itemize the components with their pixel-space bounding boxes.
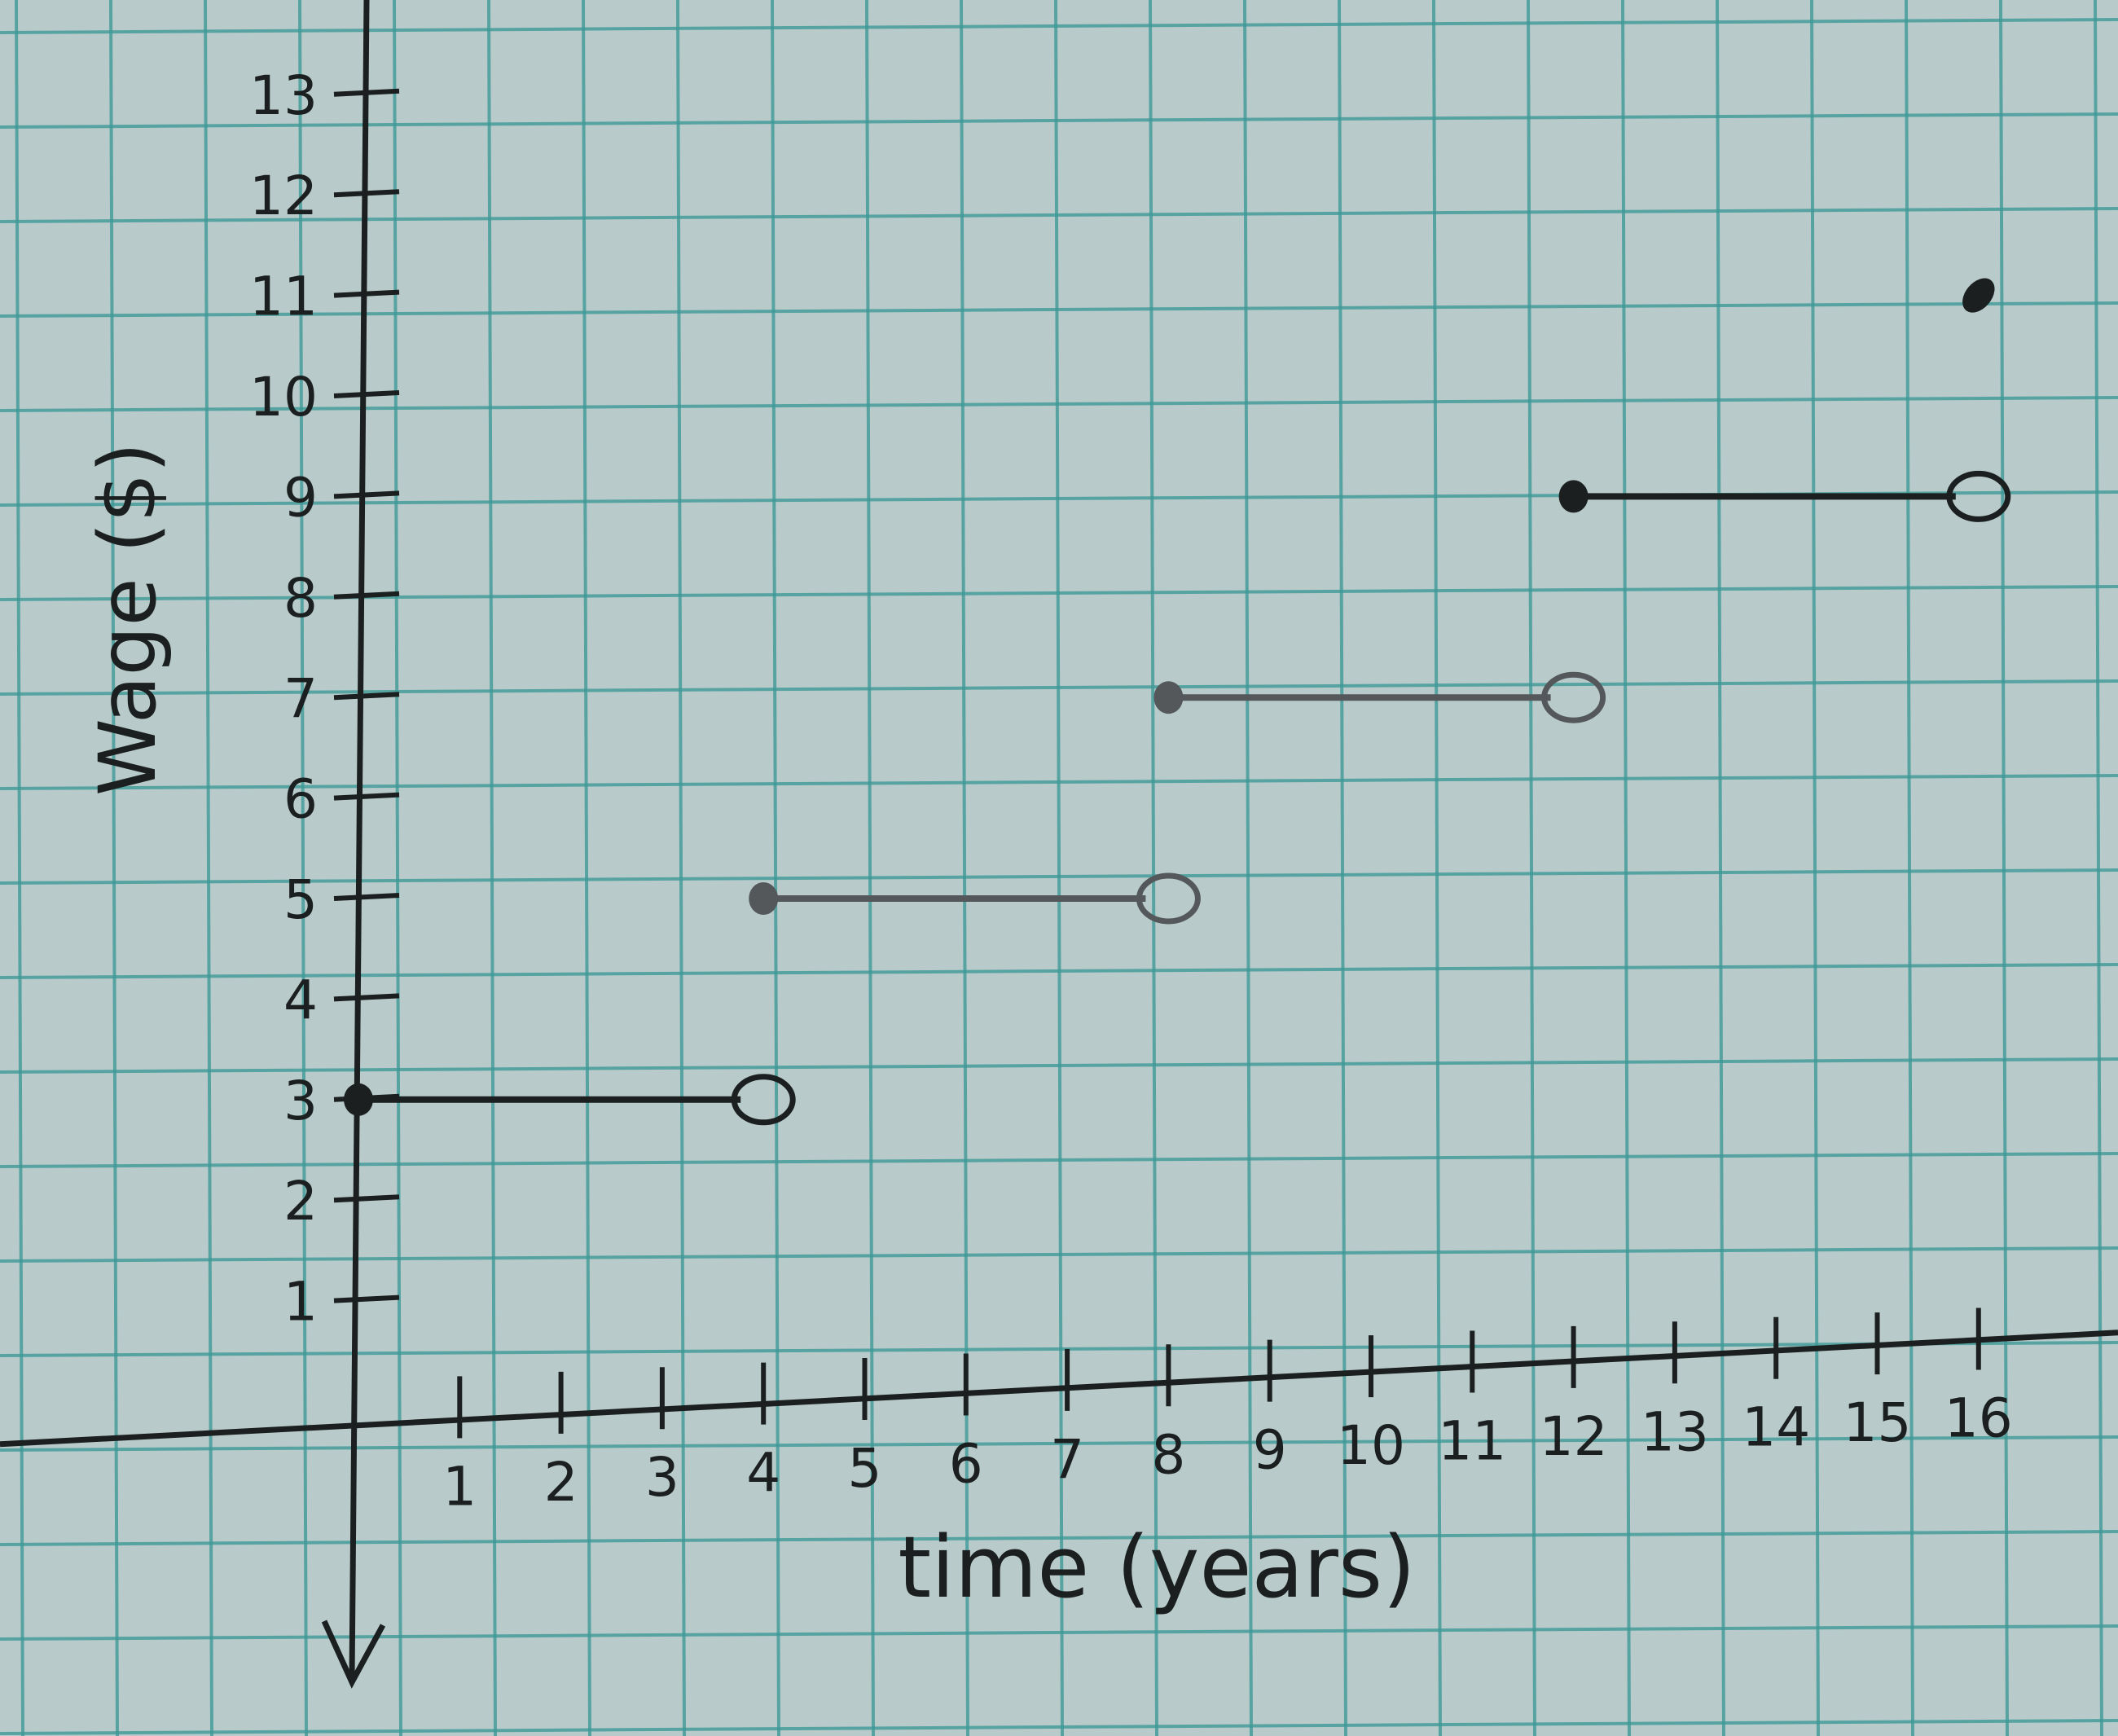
x-tick-label: 16 xyxy=(1944,1387,2013,1450)
y-tick-label: 5 xyxy=(283,868,318,931)
grid-line-vertical xyxy=(1149,0,1158,1736)
y-tick-label: 7 xyxy=(283,667,318,730)
y-tick-label: 1 xyxy=(283,1271,318,1334)
closed-endpoint xyxy=(1153,681,1184,714)
grid-line-vertical xyxy=(2094,0,2103,1736)
grid-line-horizontal xyxy=(0,207,2118,223)
x-tick-label: 15 xyxy=(1843,1391,1912,1454)
x-tick-label: 8 xyxy=(1151,1423,1185,1486)
grid-line-horizontal xyxy=(0,301,2118,318)
grid-line-vertical xyxy=(1243,0,1253,1736)
grid-line-horizontal xyxy=(0,112,2118,129)
y-tick xyxy=(333,893,400,901)
x-tick-label: 13 xyxy=(1641,1400,1709,1463)
grid-line-vertical xyxy=(1527,0,1536,1736)
y-tick-label: 4 xyxy=(283,969,318,1031)
y-tick-label: 6 xyxy=(283,768,318,831)
grid-line-horizontal xyxy=(0,396,2118,412)
grid-line-vertical xyxy=(1905,0,1914,1736)
x-tick-label: 2 xyxy=(544,1451,578,1514)
x-tick-label: 7 xyxy=(1050,1428,1084,1491)
y-tick xyxy=(333,692,400,701)
y-tick-label: 13 xyxy=(249,64,318,127)
open-endpoint xyxy=(1946,470,2011,522)
grid-line-vertical xyxy=(1054,0,1064,1736)
grid-line-vertical xyxy=(1338,0,1347,1736)
y-axis-arrow-icon xyxy=(321,1620,386,1689)
y-axis-line xyxy=(349,0,370,1679)
x-tick-label: 4 xyxy=(746,1442,780,1505)
x-axis-label: time (years) xyxy=(898,1518,1415,1617)
grid-line-horizontal xyxy=(0,868,2118,885)
y-tick-label: 3 xyxy=(283,1070,318,1132)
grid-line-vertical xyxy=(204,0,213,1736)
y-tick-label: 2 xyxy=(283,1170,318,1233)
y-tick-label: 11 xyxy=(249,266,318,328)
y-tick xyxy=(333,189,400,198)
grid-line-vertical xyxy=(1810,0,1820,1736)
closed-endpoint xyxy=(1558,480,1588,513)
closed-point xyxy=(1962,278,1995,313)
y-tick xyxy=(333,792,400,801)
grid-line-horizontal xyxy=(0,1057,2118,1074)
y-tick-label: 12 xyxy=(249,165,318,227)
x-tick-label: 11 xyxy=(1438,1409,1506,1472)
closed-endpoint xyxy=(749,882,779,915)
x-tick-label: 10 xyxy=(1337,1414,1405,1477)
x-tick-label: 14 xyxy=(1742,1396,1810,1459)
grid-line-vertical xyxy=(15,0,24,1736)
x-tick-label: 6 xyxy=(949,1432,983,1495)
x-axis-line xyxy=(0,1329,2118,1448)
y-tick-label: 9 xyxy=(283,466,318,529)
x-tick-label: 3 xyxy=(645,1446,679,1509)
open-endpoint xyxy=(731,1074,796,1126)
data-marks xyxy=(344,278,2011,1126)
x-tick-label: 1 xyxy=(442,1455,477,1518)
grid-line-horizontal xyxy=(0,774,2118,790)
y-tick xyxy=(333,1294,400,1303)
y-tick xyxy=(333,591,400,600)
open-endpoint xyxy=(1136,872,1201,925)
grid-line-vertical xyxy=(865,0,875,1736)
y-tick xyxy=(333,993,400,1002)
y-axis-label: Wage ($) xyxy=(82,442,174,796)
x-tick-label: 5 xyxy=(848,1437,882,1500)
y-tick-label: 10 xyxy=(249,366,318,429)
grid-line-horizontal xyxy=(0,679,2118,696)
x-tick-label: 9 xyxy=(1253,1419,1287,1482)
grid-line-vertical xyxy=(109,0,119,1736)
y-tick xyxy=(333,289,400,298)
grid-line-vertical xyxy=(960,0,969,1736)
open-endpoint xyxy=(1541,671,1606,723)
y-tick xyxy=(333,390,400,398)
grid-line-horizontal xyxy=(0,1152,2118,1168)
grid-line-horizontal xyxy=(0,18,2118,34)
grid-line-horizontal xyxy=(0,1719,2118,1735)
y-tick xyxy=(333,490,400,499)
y-tick xyxy=(333,88,400,97)
grid-line-vertical xyxy=(1432,0,1442,1736)
y-tick xyxy=(333,1194,400,1203)
grid-line-vertical xyxy=(1716,0,1725,1736)
grid-line-vertical xyxy=(1999,0,2009,1736)
grid-line-vertical xyxy=(1621,0,1631,1736)
y-tick-label: 8 xyxy=(283,567,318,630)
x-tick-label: 12 xyxy=(1540,1405,1608,1468)
closed-endpoint xyxy=(344,1083,373,1116)
grid-line-horizontal xyxy=(0,963,2118,979)
